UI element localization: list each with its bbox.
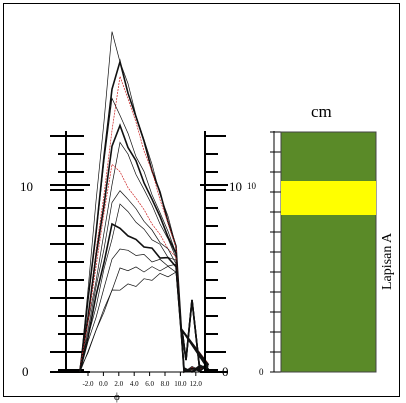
phi-x-axis: -2.0 0.0 2.0 4.0 6.0 8.0 10.0 12.0 ϕ [82,371,202,403]
grain-size-curve [79,248,209,373]
x-axis-tick-label: 0.0 [99,380,108,388]
x-axis-tick-label: 4.0 [130,380,139,388]
column-ticks [270,131,281,373]
column-layer-label: Lapisan A [380,232,395,290]
left-scale-top-label: 10 [20,179,33,194]
column-yellow-band [281,181,376,215]
middle-scale-bottom-label: 0 [222,364,229,379]
grain-size-curve [79,76,209,373]
middle-scale-ticks [200,135,228,373]
x-axis-label: ϕ [114,391,120,403]
left-scale-ticks [50,135,90,373]
figure-frame [3,3,400,397]
grain-size-curve [79,271,209,373]
x-axis-tick-label: 2.0 [114,380,123,388]
grain-size-curve [79,163,209,373]
x-axis-tick-label: 10.0 [174,380,187,388]
grain-size-curves [79,31,210,374]
left-depth-scale: 10 0 [20,131,90,379]
middle-depth-scale: 10 10 0 0 [200,131,264,379]
column-unit-label: cm [311,102,332,121]
x-axis-tick-label: 6.0 [145,380,154,388]
left-scale-bottom-label: 0 [22,364,29,379]
column-layer-a [280,131,377,373]
stratigraphic-column: cm Lapisan A [270,102,395,373]
x-axis-tick-label: -2.0 [82,380,94,388]
middle-scale-bottom-label-small: 0 [259,367,264,377]
middle-scale-top-label-small: 10 [247,181,257,191]
middle-scale-top-label: 10 [229,179,242,194]
x-axis-ticks: -2.0 0.0 2.0 4.0 6.0 8.0 10.0 12.0 [82,372,202,388]
grain-size-curve [79,265,209,373]
x-axis-tick-label: 8.0 [161,380,170,388]
x-axis-tick-label: 12.0 [190,380,203,388]
